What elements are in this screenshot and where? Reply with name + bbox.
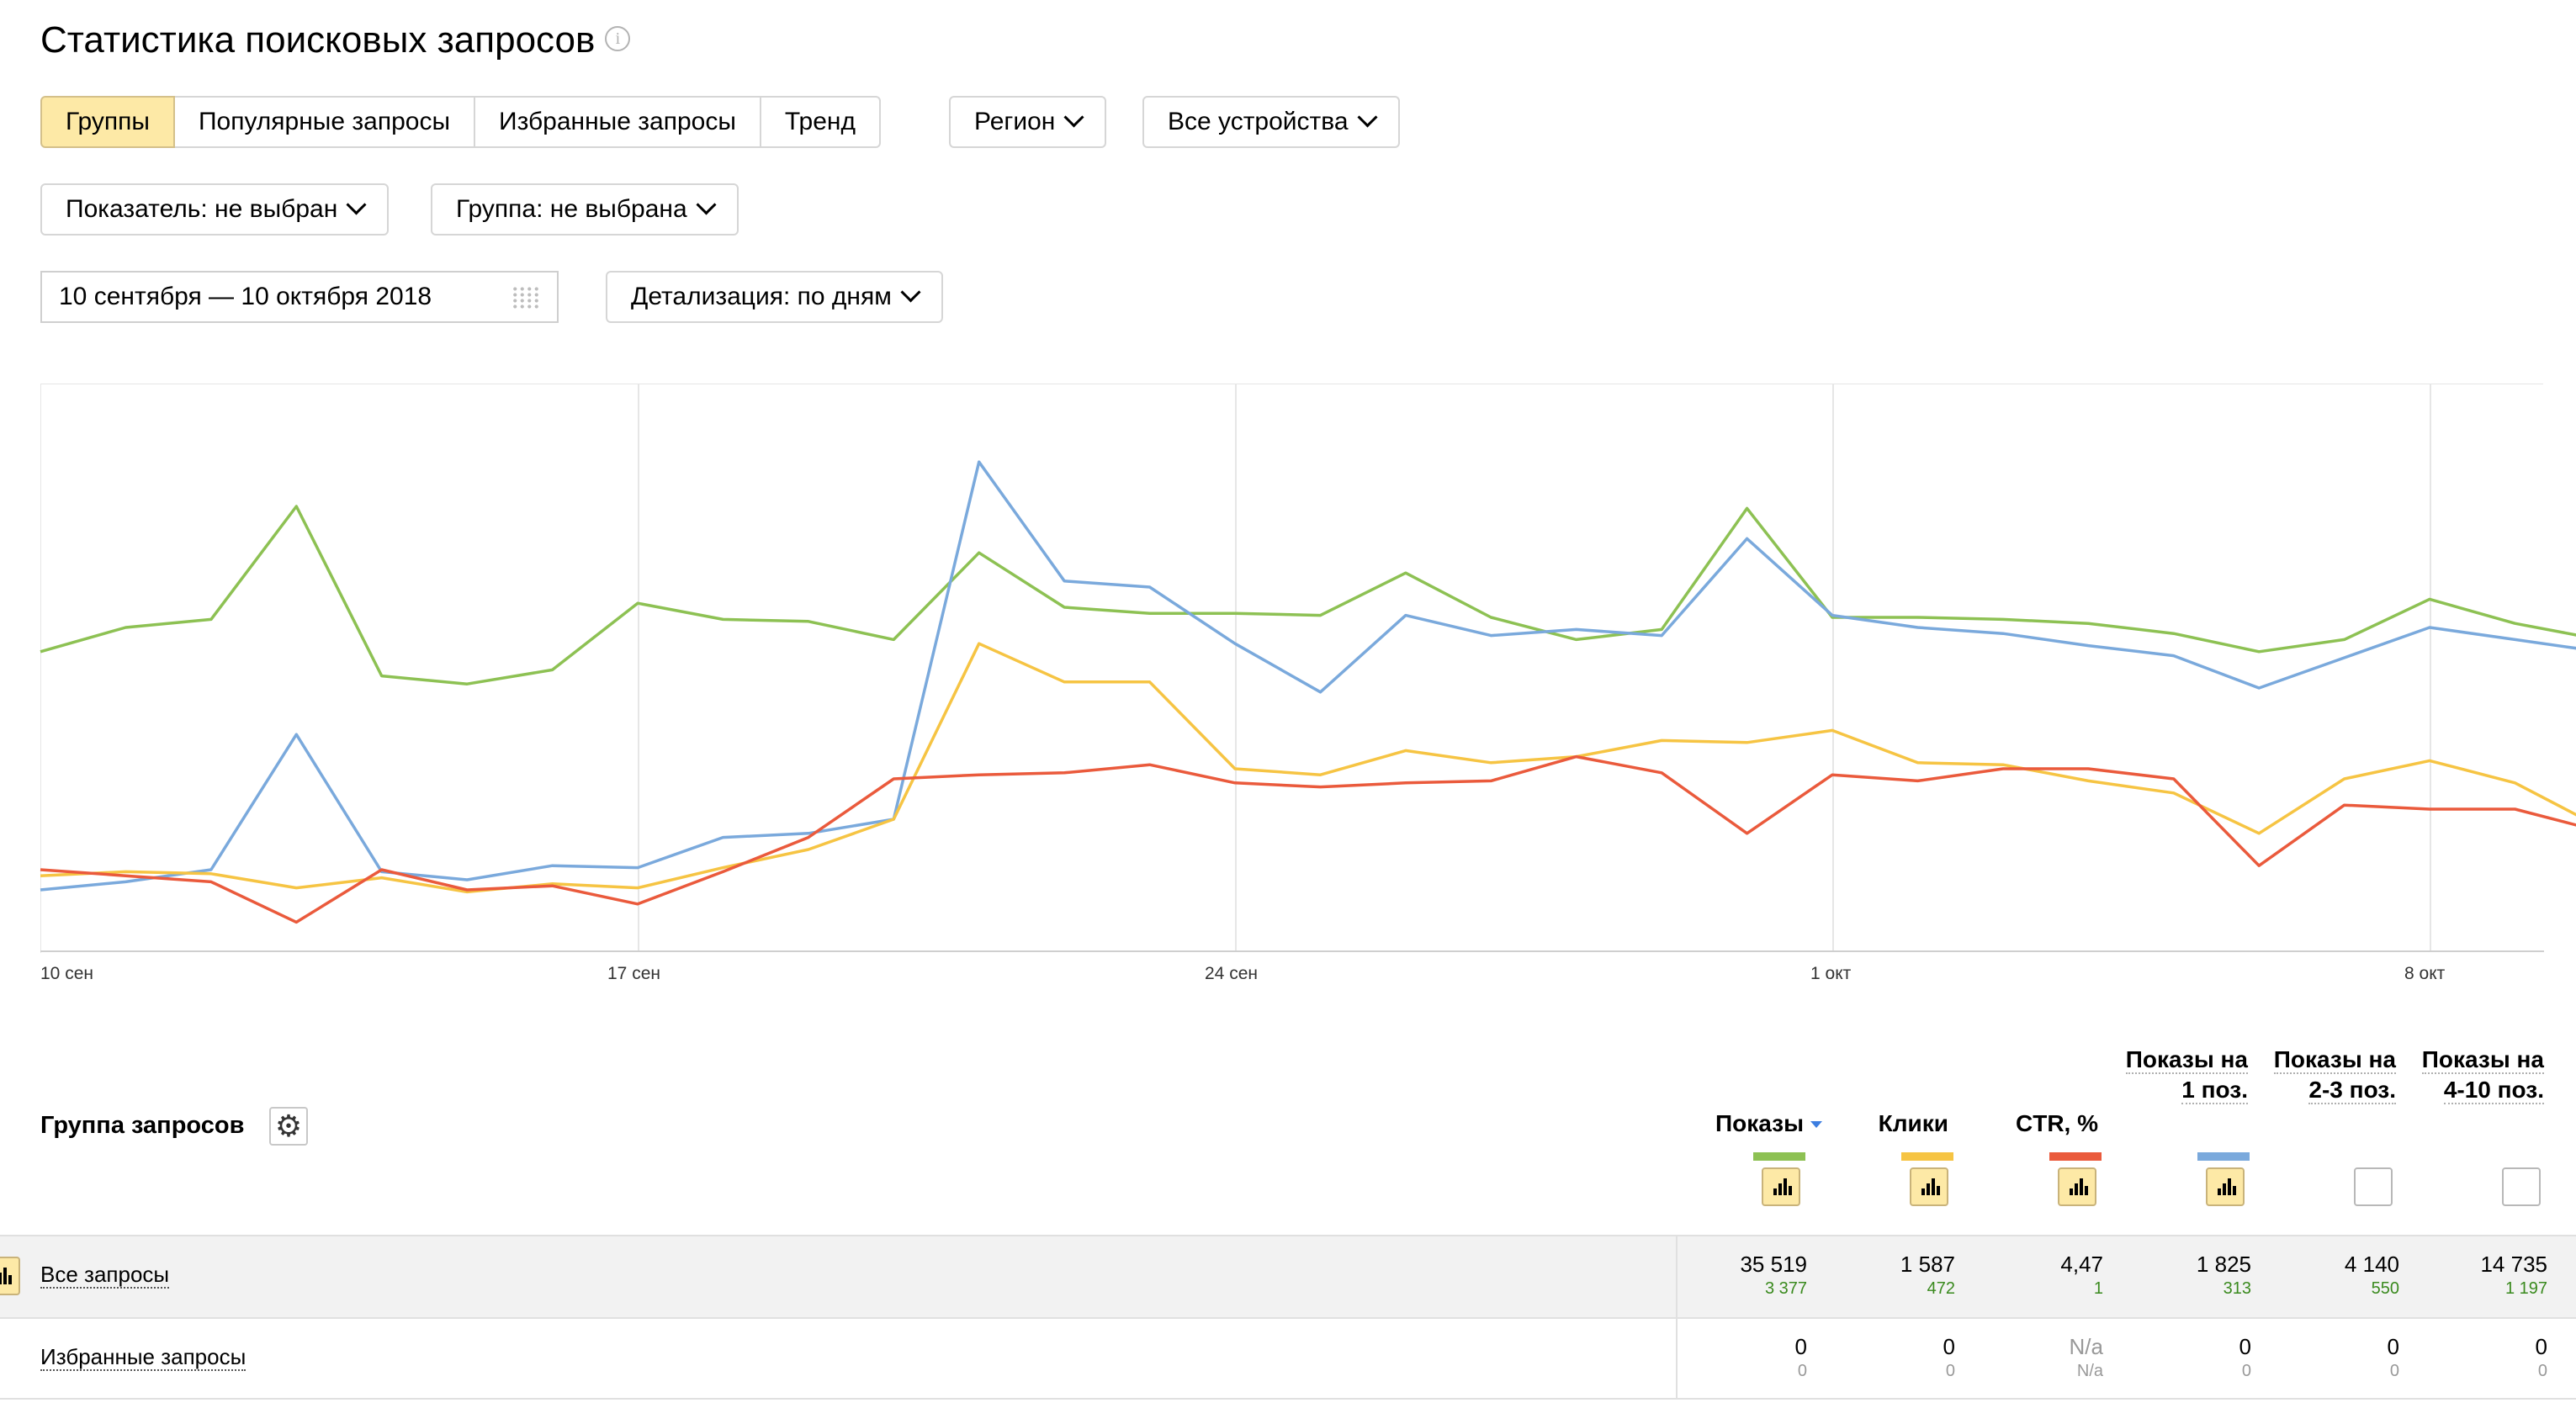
table-cell-value: 0 [2239, 1334, 2251, 1359]
bar-chart-icon [0, 1268, 12, 1284]
group-dropdown-label: Группа: не выбрана [456, 195, 687, 223]
bar-chart-icon [1773, 1178, 1792, 1195]
page-title-text: Статистика поисковых запросов [40, 19, 596, 61]
table-cell-delta: N/a [2076, 1362, 2103, 1380]
table-cell-value: 1 587 [1900, 1252, 1955, 1277]
table-cell-delta: 1 197 [2504, 1279, 2547, 1298]
table-cell-delta: 550 [2371, 1279, 2399, 1298]
table-cell-value: 14 735 [2480, 1252, 2547, 1277]
region-dropdown[interactable]: Регион [949, 96, 1107, 148]
tab-trend[interactable]: Тренд [759, 96, 881, 148]
table-cell-value: N/a [2069, 1334, 2103, 1359]
row-label-favorite-queries[interactable]: Избранные запросы [40, 1344, 246, 1371]
group-dropdown[interactable]: Группа: не выбрана [431, 183, 739, 236]
bar-chart-icon [2218, 1178, 2236, 1195]
table-cell-delta: 0 [1945, 1362, 1955, 1380]
x-tick-label: 17 сен [607, 964, 660, 983]
table-cell-value: 0 [2535, 1334, 2547, 1359]
table-cell-value: 1 825 [2196, 1252, 2251, 1277]
series-color-swatch [2049, 1152, 2102, 1161]
date-range-text: 10 сентября — 10 октября 2018 [59, 283, 432, 310]
sort-desc-icon [1810, 1121, 1822, 1128]
group-column-header: Группа запросов [40, 1112, 245, 1139]
table-cell-delta: 1 [2093, 1279, 2103, 1298]
table-row[interactable] [0, 1235, 2576, 1319]
x-tick-label: 8 окт [2404, 964, 2446, 983]
series-color-swatch [1753, 1152, 1805, 1161]
chart-toggle-pos4-10[interactable] [2502, 1167, 2541, 1206]
column-header-label: Показы на 2-3 поз. [2273, 1046, 2396, 1104]
table-cell-value: 35 519 [1740, 1252, 1807, 1277]
devices-dropdown[interactable]: Все устройства [1142, 96, 1400, 148]
table-cell-delta: 0 [2241, 1362, 2251, 1380]
column-header-pos4-10[interactable]: Показы на 4-10 поз. [2418, 1045, 2544, 1105]
row-label-all-queries[interactable]: Все запросы [40, 1262, 170, 1289]
detail-dropdown[interactable]: Детализация: по дням [606, 271, 943, 323]
table-cell-delta: 472 [1927, 1279, 1955, 1298]
column-header-label: Показы на 1 поз. [2125, 1046, 2248, 1104]
grid-line [1235, 384, 1237, 952]
grid-line [2430, 384, 2431, 952]
table-cell-delta: 0 [1797, 1362, 1807, 1380]
table-cell-delta: 0 [2537, 1362, 2547, 1380]
series-color-swatch [1901, 1152, 1953, 1161]
region-dropdown-label: Регион [974, 108, 1056, 135]
series-line [40, 754, 2576, 924]
info-icon[interactable]: i [605, 26, 631, 52]
tab-groups[interactable]: Группы [40, 96, 175, 148]
page-title: Статистика поисковых запросов i [40, 15, 631, 66]
chart-toggle-pos2-3[interactable] [2354, 1167, 2393, 1206]
indicator-dropdown[interactable]: Показатель: не выбран [40, 183, 390, 236]
series-color-swatch [2197, 1152, 2250, 1161]
table-cell-value: 0 [2387, 1334, 2399, 1359]
series-line [40, 642, 2576, 894]
devices-dropdown-label: Все устройства [1168, 108, 1349, 135]
grid-line [1832, 384, 1834, 952]
chart-toggle-all-queries[interactable] [0, 1257, 20, 1295]
table-cell-value: 0 [1794, 1334, 1807, 1359]
column-header-ctr[interactable]: CTR, % [2016, 1110, 2098, 1136]
indicator-dropdown-label: Показатель: не выбран [66, 195, 338, 223]
bar-chart-icon [2070, 1178, 2088, 1195]
tab-popular-queries[interactable]: Популярные запросы [172, 96, 476, 148]
column-header-clicks[interactable]: Клики [1878, 1110, 1948, 1136]
x-tick-label: 1 окт [1810, 964, 1852, 983]
table-cell-delta: 3 377 [1764, 1279, 1807, 1298]
column-header-impressions[interactable]: Показы [1715, 1109, 1822, 1139]
table-cell-value: 0 [1943, 1334, 1955, 1359]
x-tick-label: 24 сен [1205, 964, 1258, 983]
x-axis [40, 950, 2544, 952]
detail-dropdown-label: Детализация: по дням [631, 283, 892, 310]
chart-area [40, 384, 2543, 953]
column-divider [1676, 1235, 1678, 1398]
column-header-pos1[interactable]: Показы на 1 поз. [2122, 1045, 2248, 1105]
grid-line [638, 384, 639, 952]
series-line [40, 460, 2576, 892]
calendar-icon[interactable] [511, 286, 540, 310]
table-cell-value: 4 140 [2344, 1252, 2399, 1277]
chart-toggle-ctr[interactable] [2058, 1167, 2096, 1206]
chart-toggle-pos1[interactable] [2206, 1167, 2245, 1206]
table-cell-delta: 0 [2389, 1362, 2399, 1380]
table-row[interactable] [0, 1317, 2576, 1400]
date-range-input[interactable]: 10 сентября — 10 октября 2018 [40, 271, 559, 323]
column-header-label: Показы на 4-10 поз. [2421, 1046, 2544, 1104]
column-header-pos2-3[interactable]: Показы на 2-3 поз. [2270, 1045, 2396, 1105]
settings-gear-icon[interactable]: ⚙ [269, 1107, 308, 1146]
bar-chart-icon [1921, 1178, 1940, 1195]
view-tabs: Группы Популярные запросы Избранные запр… [40, 96, 881, 148]
series-line [40, 505, 2576, 685]
table-cell-value: 4,47 [2060, 1252, 2103, 1277]
table-cell-delta: 313 [2223, 1279, 2251, 1298]
chart-toggle-impressions[interactable] [1762, 1167, 1800, 1206]
column-header-label: Показы [1715, 1110, 1804, 1136]
x-tick-label: 10 сен [40, 964, 93, 983]
chart-toggle-clicks[interactable] [1910, 1167, 1948, 1206]
